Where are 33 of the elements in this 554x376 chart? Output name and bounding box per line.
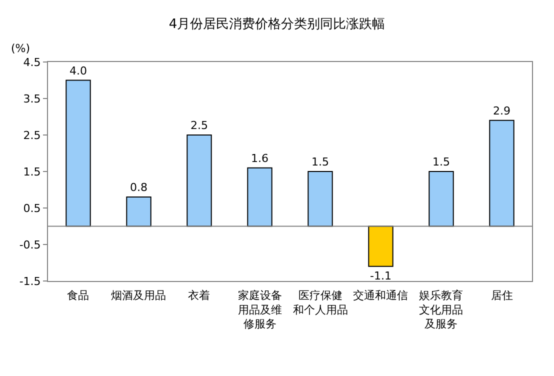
- x-tick-label: 家庭设备用品及维修服务: [238, 289, 282, 331]
- bar: [247, 167, 272, 227]
- x-tick-label: 烟酒及用品: [111, 289, 166, 302]
- y-tick-label: -1.5: [19, 274, 41, 288]
- x-tick-label: 娱乐教育文化用品及服务: [419, 289, 463, 331]
- y-axis-title: (%): [11, 42, 30, 55]
- y-tick-label: 0.5: [23, 202, 41, 215]
- data-label: 1.5: [312, 156, 329, 168]
- data-label: 2.9: [493, 104, 510, 118]
- data-label: -1.1: [370, 269, 392, 282]
- data-label: 2.5: [190, 119, 208, 132]
- bar: [428, 171, 454, 227]
- data-label: 4.0: [70, 64, 87, 78]
- x-tick-label: 交通和通信: [353, 289, 408, 302]
- chart-title: 4月份居民消费价格分类别同比涨跌幅: [168, 16, 386, 32]
- y-tick-label: -0.5: [19, 238, 41, 252]
- data-label: 0.8: [130, 181, 148, 194]
- x-tick-label: 食品: [67, 289, 89, 302]
- bar: [308, 171, 333, 227]
- y-tick-label: 4.5: [23, 56, 41, 69]
- bar: [126, 196, 152, 227]
- x-tick-label: 衣着: [188, 289, 210, 302]
- x-tick-label: 居住: [491, 289, 513, 302]
- y-tick-label: 1.5: [23, 165, 41, 178]
- bar: [66, 80, 91, 227]
- bar: [489, 120, 514, 227]
- y-tick-label: 3.5: [23, 92, 41, 106]
- bar: [368, 226, 394, 267]
- data-label: 1.6: [251, 152, 268, 165]
- data-label: 1.5: [432, 156, 450, 168]
- bar: [186, 134, 212, 227]
- y-tick-label: 2.5: [23, 128, 41, 142]
- x-tick-label: 医疗保健和个人用品: [293, 289, 348, 316]
